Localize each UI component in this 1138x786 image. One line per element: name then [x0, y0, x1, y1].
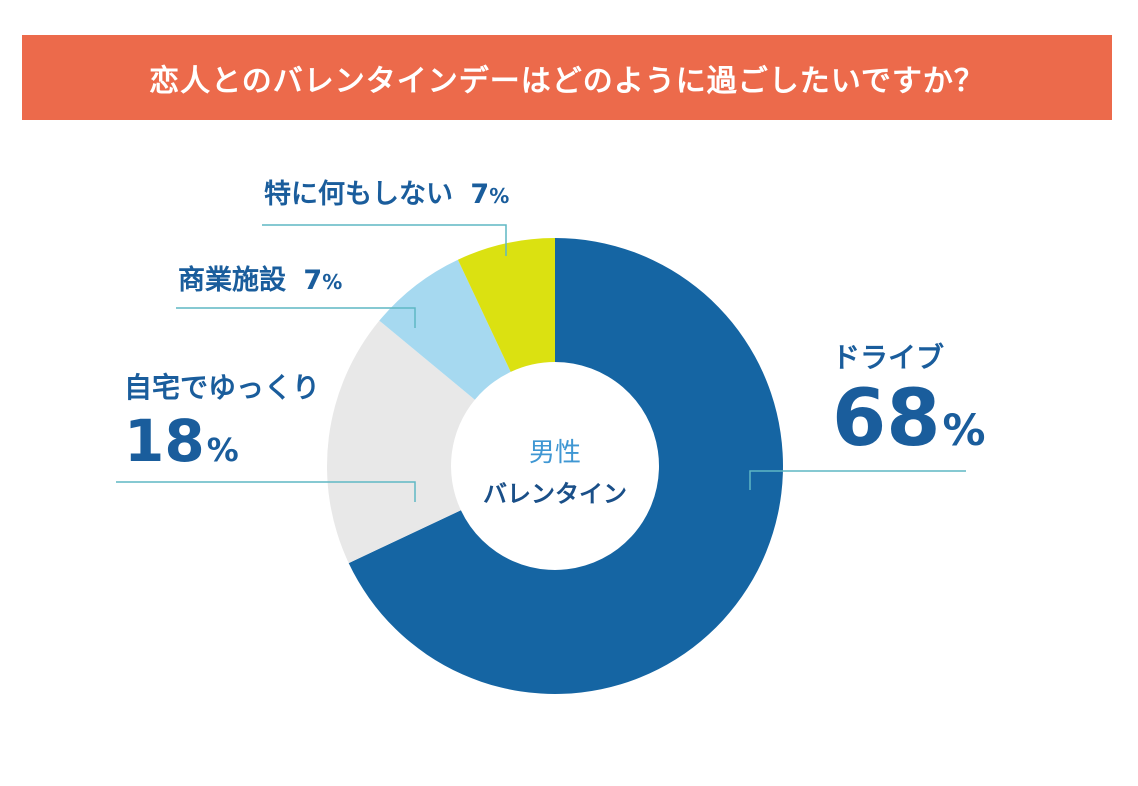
label-nothing: 特に何もしない 7% — [264, 172, 509, 211]
label-mall-name: 商業施設 — [178, 265, 286, 296]
leader-mall — [176, 307, 416, 328]
label-home-name: 自宅でゆっくり — [124, 371, 321, 404]
slice-nothing — [457, 238, 555, 372]
label-drive: ドライブ 68% — [832, 336, 986, 458]
title-bar: 恋人とのバレンタインデーはどのように過ごしたいですか？ — [22, 35, 1112, 120]
leader-drive — [749, 470, 966, 490]
leader-nothing — [262, 224, 507, 256]
slice-drive — [348, 238, 783, 694]
label-nothing-name: 特に何もしない — [264, 179, 453, 210]
label-mall-unit: % — [322, 270, 343, 294]
label-home-value: 18 — [124, 407, 205, 475]
label-drive-name: ドライブ — [832, 341, 945, 374]
chart-title: 恋人とのバレンタインデーはどのように過ごしたいですか？ — [149, 63, 985, 99]
label-nothing-unit: % — [489, 184, 510, 208]
label-drive-value: 68 — [832, 374, 941, 464]
leader-home — [116, 481, 416, 502]
label-mall-value: 7 — [303, 265, 323, 296]
center-label-title: バレンタイン — [483, 480, 627, 508]
slice-home — [326, 320, 475, 564]
label-drive-unit: % — [942, 406, 986, 456]
center-label-gender: 男性 — [528, 438, 581, 468]
label-home: 自宅でゆっくり 18% — [124, 366, 320, 470]
slice-mall — [379, 259, 511, 400]
label-mall: 商業施設 7% — [178, 258, 342, 297]
label-home-unit: % — [206, 431, 239, 469]
label-nothing-value: 7 — [470, 179, 490, 210]
